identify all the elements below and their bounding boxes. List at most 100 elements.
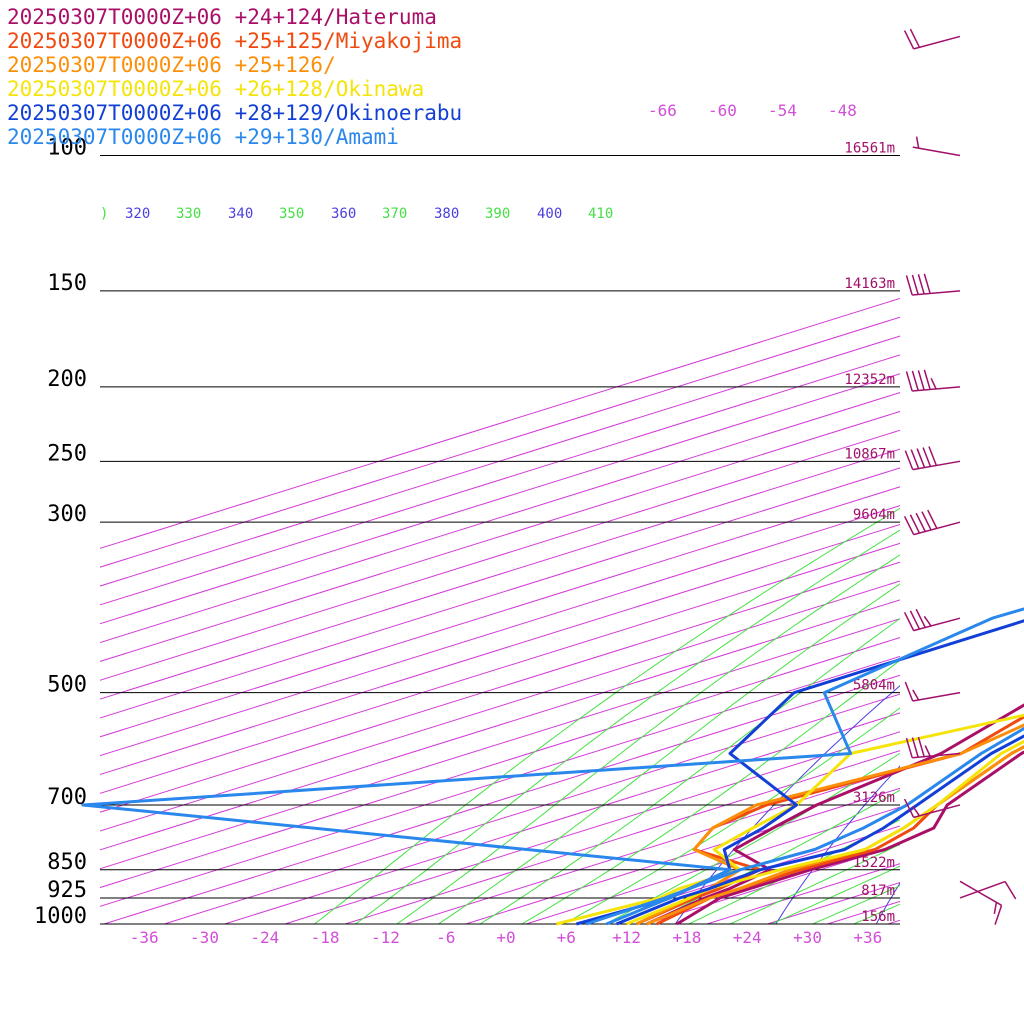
top-temperature-label: -48	[828, 101, 857, 120]
temperature-tick: +6	[557, 928, 576, 947]
wind-barb-staff	[913, 35, 961, 50]
wind-barb-feather	[917, 370, 925, 391]
wind-barb-feather	[905, 737, 913, 758]
theta-label: 350	[279, 206, 304, 222]
wind-barb-feather	[928, 446, 938, 466]
isotherm-line	[100, 297, 900, 549]
temperature-axis: -36 -30 -24 -18 -12 -6 +0 +6 +12 +18 +24 +30 +36	[130, 928, 883, 947]
pressure-label: 500	[47, 673, 87, 698]
isotherm-line	[100, 354, 900, 606]
wind-barb-feather	[1004, 881, 1017, 900]
temperature-tick: -18	[311, 928, 340, 947]
isotherm-lines	[100, 297, 900, 924]
isotherm-line	[100, 335, 900, 587]
wind-barb-feather	[912, 805, 921, 817]
height-label: 10867m	[844, 446, 895, 462]
moist-adiabat-line	[437, 583, 900, 924]
height-label: 156m	[861, 909, 895, 925]
moist-adiabat-line	[396, 554, 900, 924]
wind-barb-feather	[912, 689, 920, 701]
wind-barb	[959, 880, 1017, 900]
wind-barb-feather	[903, 611, 915, 631]
wind-barb-staff	[959, 880, 1006, 899]
wind-barb	[904, 446, 961, 471]
wind-barb-feather	[923, 273, 931, 294]
temperature-tick: +0	[496, 928, 515, 947]
dewpoint-line	[646, 703, 1024, 926]
wind-barb-feather	[909, 514, 921, 534]
isotherm-line	[100, 580, 900, 832]
moist-adiabat-line	[770, 865, 900, 924]
height-label: 14163m	[844, 276, 895, 292]
wind-barb-feather	[903, 30, 915, 50]
isotherm-line	[100, 655, 900, 907]
pressure-label: 925	[47, 878, 87, 903]
temperature-tick: -12	[371, 928, 400, 947]
wind-barb-staff	[959, 880, 1002, 906]
wind-barb-feather	[910, 449, 920, 469]
wind-barb-feather	[903, 798, 915, 818]
moist-adiabat-line	[520, 659, 900, 924]
series-group	[81, 607, 1024, 926]
dry-adiabat-line	[775, 765, 900, 924]
height-label: 16561m	[844, 141, 895, 157]
isotherm-line	[100, 316, 900, 568]
height-label: 817m	[861, 883, 895, 899]
wind-barb-feather	[915, 136, 920, 149]
top-temperature-label: -60	[708, 101, 737, 120]
pressure-label: 100	[47, 136, 87, 161]
moist-adiabat-line	[687, 819, 900, 924]
wind-barb-feather	[916, 448, 926, 468]
wind-barb-feather	[911, 737, 919, 758]
wind-barb-feather	[917, 736, 925, 757]
temperature-line	[615, 734, 1024, 926]
temperature-tick: -6	[436, 928, 455, 947]
temperature-tick: -36	[130, 928, 159, 947]
temperature-tick: +12	[612, 928, 641, 947]
wind-barb-feather	[994, 905, 1003, 925]
dewpoint-line	[635, 715, 1024, 926]
isotherm-line	[100, 637, 900, 889]
legend-entry: 20250307T0000Z+06 +24+124/Hateruma	[7, 5, 437, 29]
temperature-line	[626, 739, 1024, 926]
moist-adiabat-lines	[313, 507, 900, 924]
height-label: 12352m	[844, 372, 895, 388]
height-label: 3126m	[853, 790, 895, 806]
wind-barbs	[903, 28, 1017, 925]
theta-label: 360	[331, 206, 356, 222]
wind-barb-feather	[993, 902, 998, 914]
theta-labels: ) 320 330 340 350 360 370 380 390 400 410	[100, 206, 613, 222]
isotherm-line	[100, 561, 900, 813]
theta-label: 330	[176, 206, 201, 222]
temperature-line	[646, 745, 1024, 926]
moist-adiabat-line	[811, 885, 900, 924]
legend-entry: 20250307T0000Z+06 +25+125/Miyakojima	[7, 29, 462, 53]
isotherm-line	[224, 712, 900, 924]
temperature-line	[605, 726, 1024, 926]
temperature-tick: +24	[733, 928, 762, 947]
wind-barb	[903, 509, 961, 536]
wind-barb-feather	[909, 28, 921, 48]
legend-entry: 20250307T0000Z+06 +28+129/Okinoerabu	[7, 101, 462, 125]
temperature-line	[656, 745, 1024, 926]
pressure-label: 850	[47, 850, 87, 875]
wind-barb-staff	[912, 290, 961, 296]
wind-barb-feather	[909, 610, 921, 630]
pressure-label: 300	[47, 502, 87, 527]
sounding-series	[81, 607, 1024, 926]
theta-label: 390	[485, 206, 510, 222]
top-temperature-labels: -66 -60 -54 -48	[648, 101, 857, 120]
wind-barb-feather	[904, 450, 914, 470]
temperature-line	[676, 750, 1024, 926]
wind-barb	[903, 608, 961, 632]
isotherm-line	[100, 599, 900, 851]
pressure-label: 1000	[34, 904, 87, 929]
temperature-tick: +30	[793, 928, 822, 947]
wind-barb	[905, 736, 961, 759]
wind-barb-feather	[915, 608, 926, 628]
theta-label: 340	[228, 206, 253, 222]
wind-barb-feather	[904, 681, 914, 702]
moist-adiabat-line	[479, 617, 900, 924]
wind-barb-feather	[915, 512, 926, 532]
